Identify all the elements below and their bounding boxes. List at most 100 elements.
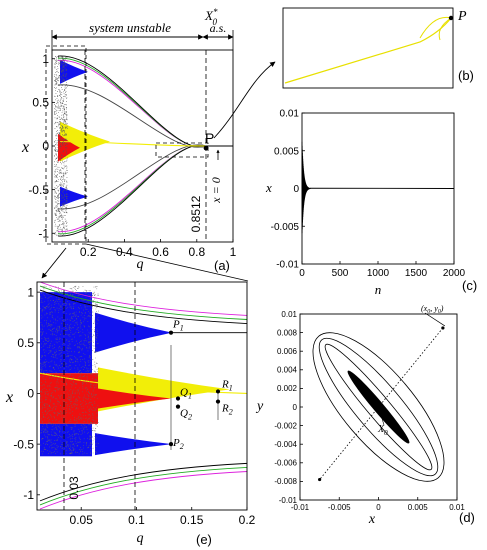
- panel-b-letter: (b): [458, 68, 474, 83]
- header-unstable-label: system unstable: [89, 20, 171, 35]
- panel-e-threshold-label: 0.03: [67, 476, 81, 500]
- panel-a-ytick: -1: [38, 226, 49, 240]
- panel-c-series: [301, 141, 455, 234]
- panel-a-curve-mid-upper: [57, 84, 207, 148]
- panel-d-xtick: -0.005: [328, 503, 351, 512]
- panel-d-start-point: [441, 326, 445, 330]
- panel-e-chaos-blue-bottom: [40, 423, 92, 457]
- panel-a-xtick: 0.8: [188, 245, 205, 259]
- panel-c-series-line: [301, 141, 455, 234]
- panel-b-yellow-curve-upper: [419, 16, 453, 41]
- panel-a-xtick: 0.6: [152, 245, 169, 259]
- panel-e-frame: [36, 281, 248, 511]
- panel-d-ytick: -0.01: [279, 496, 298, 505]
- panel-e-letter: (e): [196, 532, 212, 547]
- panel-e-p2-point: [168, 442, 174, 447]
- panel-c-ytick: 0: [293, 184, 299, 195]
- panel-d-ytick: 0.002: [277, 384, 298, 393]
- panel-b-yellow-curve: [284, 17, 452, 84]
- panel-a-chaos-noise: [54, 55, 68, 236]
- panel-a-ytick: -0.5: [28, 183, 49, 197]
- panel-d-ytick: 0.008: [277, 328, 298, 337]
- panel-b-frame: [282, 7, 454, 89]
- panel-d-ytick: 0.004: [277, 366, 298, 375]
- panel-a-noise-points: [54, 55, 68, 236]
- panel-a-xtick: 1: [230, 245, 237, 259]
- panel-d-xtick: -0.01: [291, 503, 310, 512]
- panel-a-xtick: 0.2: [80, 245, 97, 259]
- panel-a-point-p: [203, 145, 209, 151]
- panel-d-diagonal-dotted: [319, 327, 444, 480]
- panel-e-ytick: -1: [23, 488, 34, 502]
- header-annotations: system unstable X* 0 a.s.: [51, 7, 234, 50]
- panel-a-threshold-label: 0.8512: [189, 195, 203, 232]
- panel-e-band-red: [98, 388, 171, 409]
- panel-e-ytick: 0.5: [17, 336, 34, 350]
- panel-c-xtick: 0: [299, 268, 305, 279]
- panel-d-end-pointer: [378, 406, 385, 426]
- arrow-a-to-b: [213, 61, 276, 139]
- panel-e-points: P1 P2 Q1 Q2 R1 R2: [168, 319, 233, 451]
- arrow-a-to-e: [41, 247, 67, 279]
- panel-a-curve-yellow: [59, 141, 207, 147]
- panel-e-ytick: 0: [27, 387, 34, 401]
- panel-d-xtick: 0.01: [449, 503, 465, 512]
- panel-c-ytick: 0.005: [274, 146, 299, 157]
- panel-e-bands: [40, 292, 230, 457]
- panel-e-r2-point: [215, 399, 221, 404]
- panel-e-band-blue-top: [95, 312, 172, 353]
- panel-e-xtick: 0.15: [180, 513, 204, 527]
- panel-b-label-p: P: [457, 9, 467, 24]
- panel-e-r1-label: R1: [221, 378, 233, 392]
- panel-d-series: [312, 312, 446, 482]
- panel-e-ticks: 0.05 0.1 0.15 0.2 1 0.5 0 -0.5 -1: [13, 285, 255, 527]
- panel-a-band-blue-top: [60, 59, 88, 84]
- panel-a: P x = 0 0.8512 0.2 0.4 0.6 0.8 110.50-0.5-1 …: [21, 45, 237, 273]
- panel-c-xtick: 1500: [405, 268, 428, 279]
- panel-e-curve-lower: [39, 466, 248, 506]
- panel-e-r2-label: R2: [221, 403, 233, 417]
- panel-b: P (b): [282, 7, 474, 89]
- panel-d-ytick: -0.008: [274, 477, 297, 486]
- panel-e: P1 P2 Q1 Q2 R1 R2 0.03 0.05 0.1 0.15 0.2 1 0.5 0 -0.…: [5, 281, 256, 547]
- panel-e-q1-label: Q1: [180, 387, 192, 401]
- panel-e-q2-label: Q2: [180, 408, 192, 422]
- panel-c-xtick: 500: [332, 268, 349, 279]
- panel-a-curves: [57, 55, 233, 237]
- panel-e-ytick: -0.5: [13, 437, 34, 451]
- panel-c-ytick: -0.005: [271, 222, 300, 233]
- panel-e-noise-points: [40, 285, 99, 455]
- panel-e-ylabel: x: [5, 389, 13, 406]
- panel-a-fixed-point-label: x = 0: [209, 177, 223, 203]
- panel-d: -0.01 -0.005 0 0.005 0.01 0.01 0.008 0.006 0.004…: [255, 304, 475, 527]
- panel-c-ticks: 0 500 1000 1500 2000 0.01 0.005 0 -0.005 -0.01: [271, 109, 466, 280]
- panel-d-ylabel: y: [255, 399, 264, 414]
- panel-d-ytick: 0: [293, 403, 298, 412]
- panel-a-curve-lower: [57, 144, 207, 235]
- panel-a-bands: [58, 59, 110, 207]
- svg-text:x = 0: x = 0: [209, 177, 223, 203]
- panel-a-ytick: 0.5: [32, 96, 49, 110]
- panel-e-r1-point: [215, 389, 221, 394]
- panel-d-start-pointer: [424, 312, 446, 327]
- panel-c-xtick: 1000: [367, 268, 390, 279]
- panel-d-xtick: 0.005: [408, 503, 429, 512]
- svg-text:0.03: 0.03: [67, 476, 81, 500]
- panel-e-xtick: 0.1: [128, 513, 145, 527]
- header-as-label: a.s.: [210, 21, 227, 35]
- panel-d-ticks: -0.01 -0.005 0 0.005 0.01 0.01 0.008 0.006 0.004…: [274, 310, 465, 512]
- panel-c-xtick: 2000: [443, 268, 466, 279]
- panel-d-end-point: [318, 477, 322, 482]
- panel-e-xtick: 0.2: [239, 513, 256, 527]
- panel-a-band-red: [58, 133, 80, 162]
- panel-d-orbit: [318, 337, 439, 477]
- panel-e-xtick: 0.05: [70, 513, 94, 527]
- panel-e-chaos-noise: [40, 285, 99, 455]
- panel-a-ylabel: x: [21, 139, 29, 156]
- panel-d-ytick: 0.006: [277, 347, 298, 356]
- panel-e-p2-label: P2: [172, 437, 184, 451]
- panel-c-ylabel: x: [265, 180, 272, 195]
- panel-d-orbit: [324, 343, 433, 471]
- panel-d-orbit: [312, 332, 445, 482]
- panel-a-curve-lower: [57, 144, 207, 232]
